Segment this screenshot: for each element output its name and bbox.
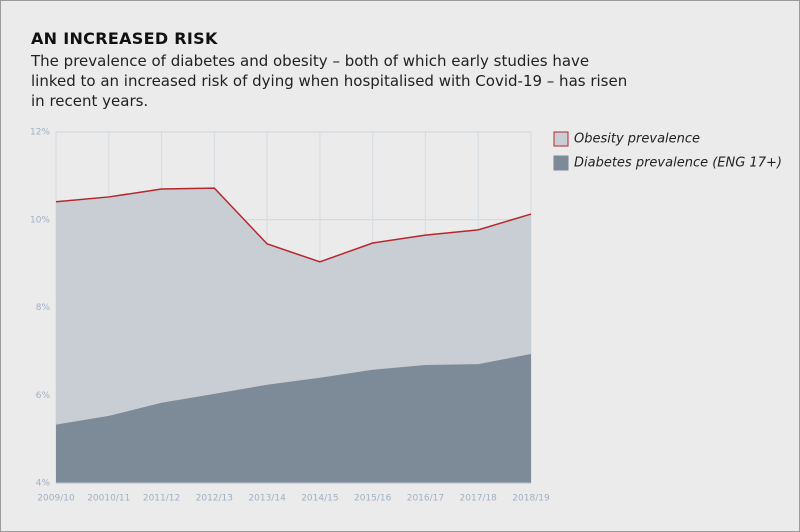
y-tick-label: 12%: [30, 128, 50, 138]
legend-swatch: [553, 155, 569, 171]
y-tick-label: 10%: [30, 215, 50, 225]
legend-label: Obesity prevalence: [574, 132, 700, 147]
x-tick-label: 20010/11: [87, 494, 130, 504]
x-tick-label: 2012/13: [196, 494, 233, 504]
legend-swatch: [553, 131, 569, 147]
x-tick-label: 2017/18: [460, 494, 498, 504]
y-tick-label: 6%: [36, 391, 51, 401]
y-tick-label: 4%: [36, 479, 51, 489]
chart-title: AN INCREASED RISK: [31, 29, 218, 48]
x-tick-label: 2013/14: [248, 494, 286, 504]
x-tick-label: 2014/15: [301, 494, 338, 504]
area: [56, 354, 531, 483]
chart-subtitle: The prevalence of diabetes and obesity –…: [31, 52, 628, 110]
x-tick-label: 2009/10: [37, 494, 75, 504]
legend-label: Diabetes prevalence (ENG 17+): [574, 156, 782, 171]
x-tick-label: 2016/17: [407, 494, 444, 504]
x-tick-label: 2011/12: [143, 494, 180, 504]
line: [55, 187, 532, 263]
y-tick-label: 8%: [36, 303, 51, 313]
x-tick-label: 2018/19: [512, 494, 550, 504]
x-tick-label: 2015/16: [354, 494, 392, 504]
